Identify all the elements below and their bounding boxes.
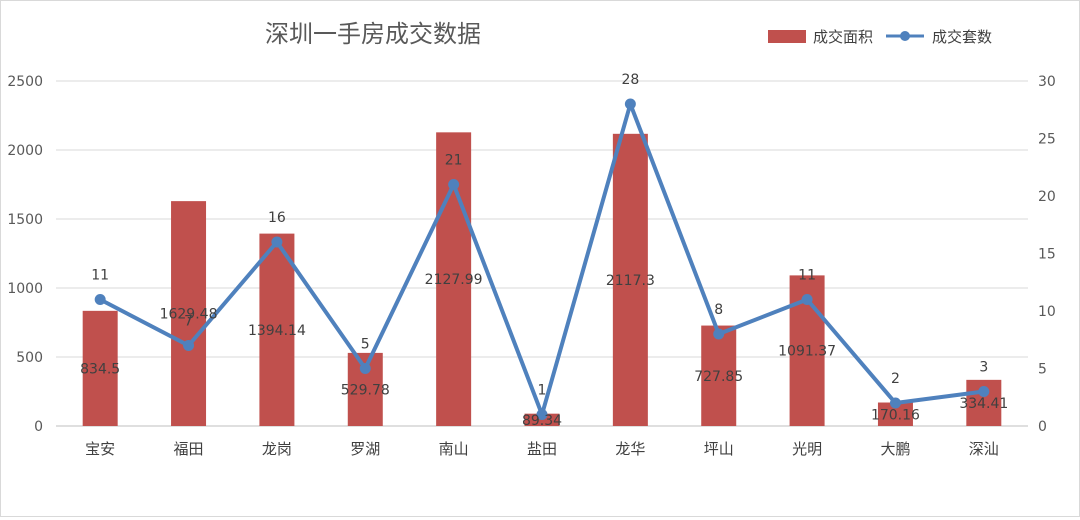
data-label-area: 170.16: [871, 407, 920, 423]
data-label-count: 28: [621, 72, 639, 88]
legend-label-area: 成交面积: [813, 28, 873, 46]
y-right-tick-label: 10: [1038, 304, 1056, 320]
count-line: [94, 98, 990, 420]
x-axis: 宝安 福田 龙岗 罗湖 南山 盐田 龙华 坪山 光明 大鹏 深汕: [85, 440, 999, 458]
data-label-area: 529.78: [341, 382, 390, 398]
x-tick-label: 罗湖: [350, 440, 380, 458]
y-right-tick-label: 15: [1038, 247, 1056, 263]
data-label-area: 2127.99: [425, 272, 483, 288]
data-labels: 834.51629.481394.14529.782127.9989.34211…: [80, 72, 1008, 429]
data-label-area: 334.41: [959, 396, 1008, 412]
x-tick-label: 坪山: [704, 440, 734, 458]
data-label-area: 1091.37: [778, 344, 836, 360]
legend-swatch-count-marker: [900, 31, 910, 41]
data-label-area: 1629.48: [160, 307, 218, 323]
data-label-count: 16: [268, 210, 286, 226]
y-right-tick-label: 25: [1038, 132, 1056, 148]
count-marker: [271, 236, 283, 248]
x-tick-label: 福田: [174, 440, 204, 458]
data-label-count: 5: [361, 337, 370, 353]
data-label-count: 8: [714, 302, 723, 318]
bar-area: [171, 201, 207, 426]
x-tick-label: 南山: [439, 440, 469, 458]
count-marker: [94, 294, 106, 305]
y-left-tick-label: 1000: [7, 281, 43, 297]
x-tick-label: 龙华: [615, 440, 645, 458]
legend: 成交面积 成交套数: [768, 28, 992, 46]
y-right-tick-label: 5: [1038, 362, 1047, 378]
count-marker: [624, 98, 636, 110]
y-right-tick-label: 0: [1038, 419, 1047, 435]
bar-area: [877, 402, 913, 426]
x-tick-label: 大鹏: [880, 440, 910, 458]
y-left-tick-label: 1500: [7, 212, 43, 228]
count-marker: [183, 340, 195, 351]
count-marker: [536, 409, 548, 420]
data-label-area: 727.85: [694, 369, 743, 385]
data-label-area: 1394.14: [248, 323, 306, 339]
x-tick-label: 光明: [792, 440, 822, 458]
data-label-count: 1: [538, 383, 547, 399]
y-left-tick-label: 500: [16, 350, 43, 366]
bar-area: [612, 133, 648, 426]
chart-title: 深圳一手房成交数据: [265, 20, 481, 48]
data-label-area: 2117.3: [606, 273, 655, 289]
legend-label-count: 成交套数: [932, 28, 992, 46]
y-axis-left: 0 500 1000 1500 2000 2500: [7, 74, 43, 435]
bar-area: [259, 233, 295, 426]
y-right-tick-label: 30: [1038, 74, 1056, 90]
count-marker: [889, 397, 901, 409]
bar-area: [82, 310, 118, 426]
y-left-tick-label: 2000: [7, 143, 43, 159]
bar-area: [701, 325, 737, 426]
data-label-count: 3: [979, 360, 988, 376]
data-label-count: 11: [91, 268, 109, 284]
x-tick-label: 盐田: [527, 440, 557, 458]
y-left-tick-label: 2500: [7, 74, 43, 90]
data-label-count: 2: [891, 371, 900, 387]
bars: [82, 132, 1002, 426]
x-tick-label: 龙岗: [262, 440, 292, 458]
count-marker: [978, 386, 990, 397]
gridlines: [56, 80, 1028, 427]
x-tick-label: 宝安: [85, 440, 115, 458]
count-marker: [801, 294, 813, 305]
y-right-tick-label: 20: [1038, 189, 1056, 205]
count-marker: [713, 328, 725, 340]
legend-swatch-area: [768, 30, 806, 43]
count-series-line: [99, 102, 985, 417]
count-marker: [448, 179, 460, 190]
data-label-area: 834.5: [80, 361, 120, 377]
x-tick-label: 深汕: [969, 440, 999, 458]
count-marker: [359, 363, 371, 374]
data-label-area: 89.34: [522, 413, 562, 429]
y-axis-right: 0 5 10 15 20 25 30: [1038, 74, 1056, 435]
data-label-count: 7: [184, 314, 193, 330]
data-label-count: 21: [445, 153, 463, 169]
y-left-tick-label: 0: [34, 419, 43, 435]
data-label-count: 11: [798, 268, 816, 284]
